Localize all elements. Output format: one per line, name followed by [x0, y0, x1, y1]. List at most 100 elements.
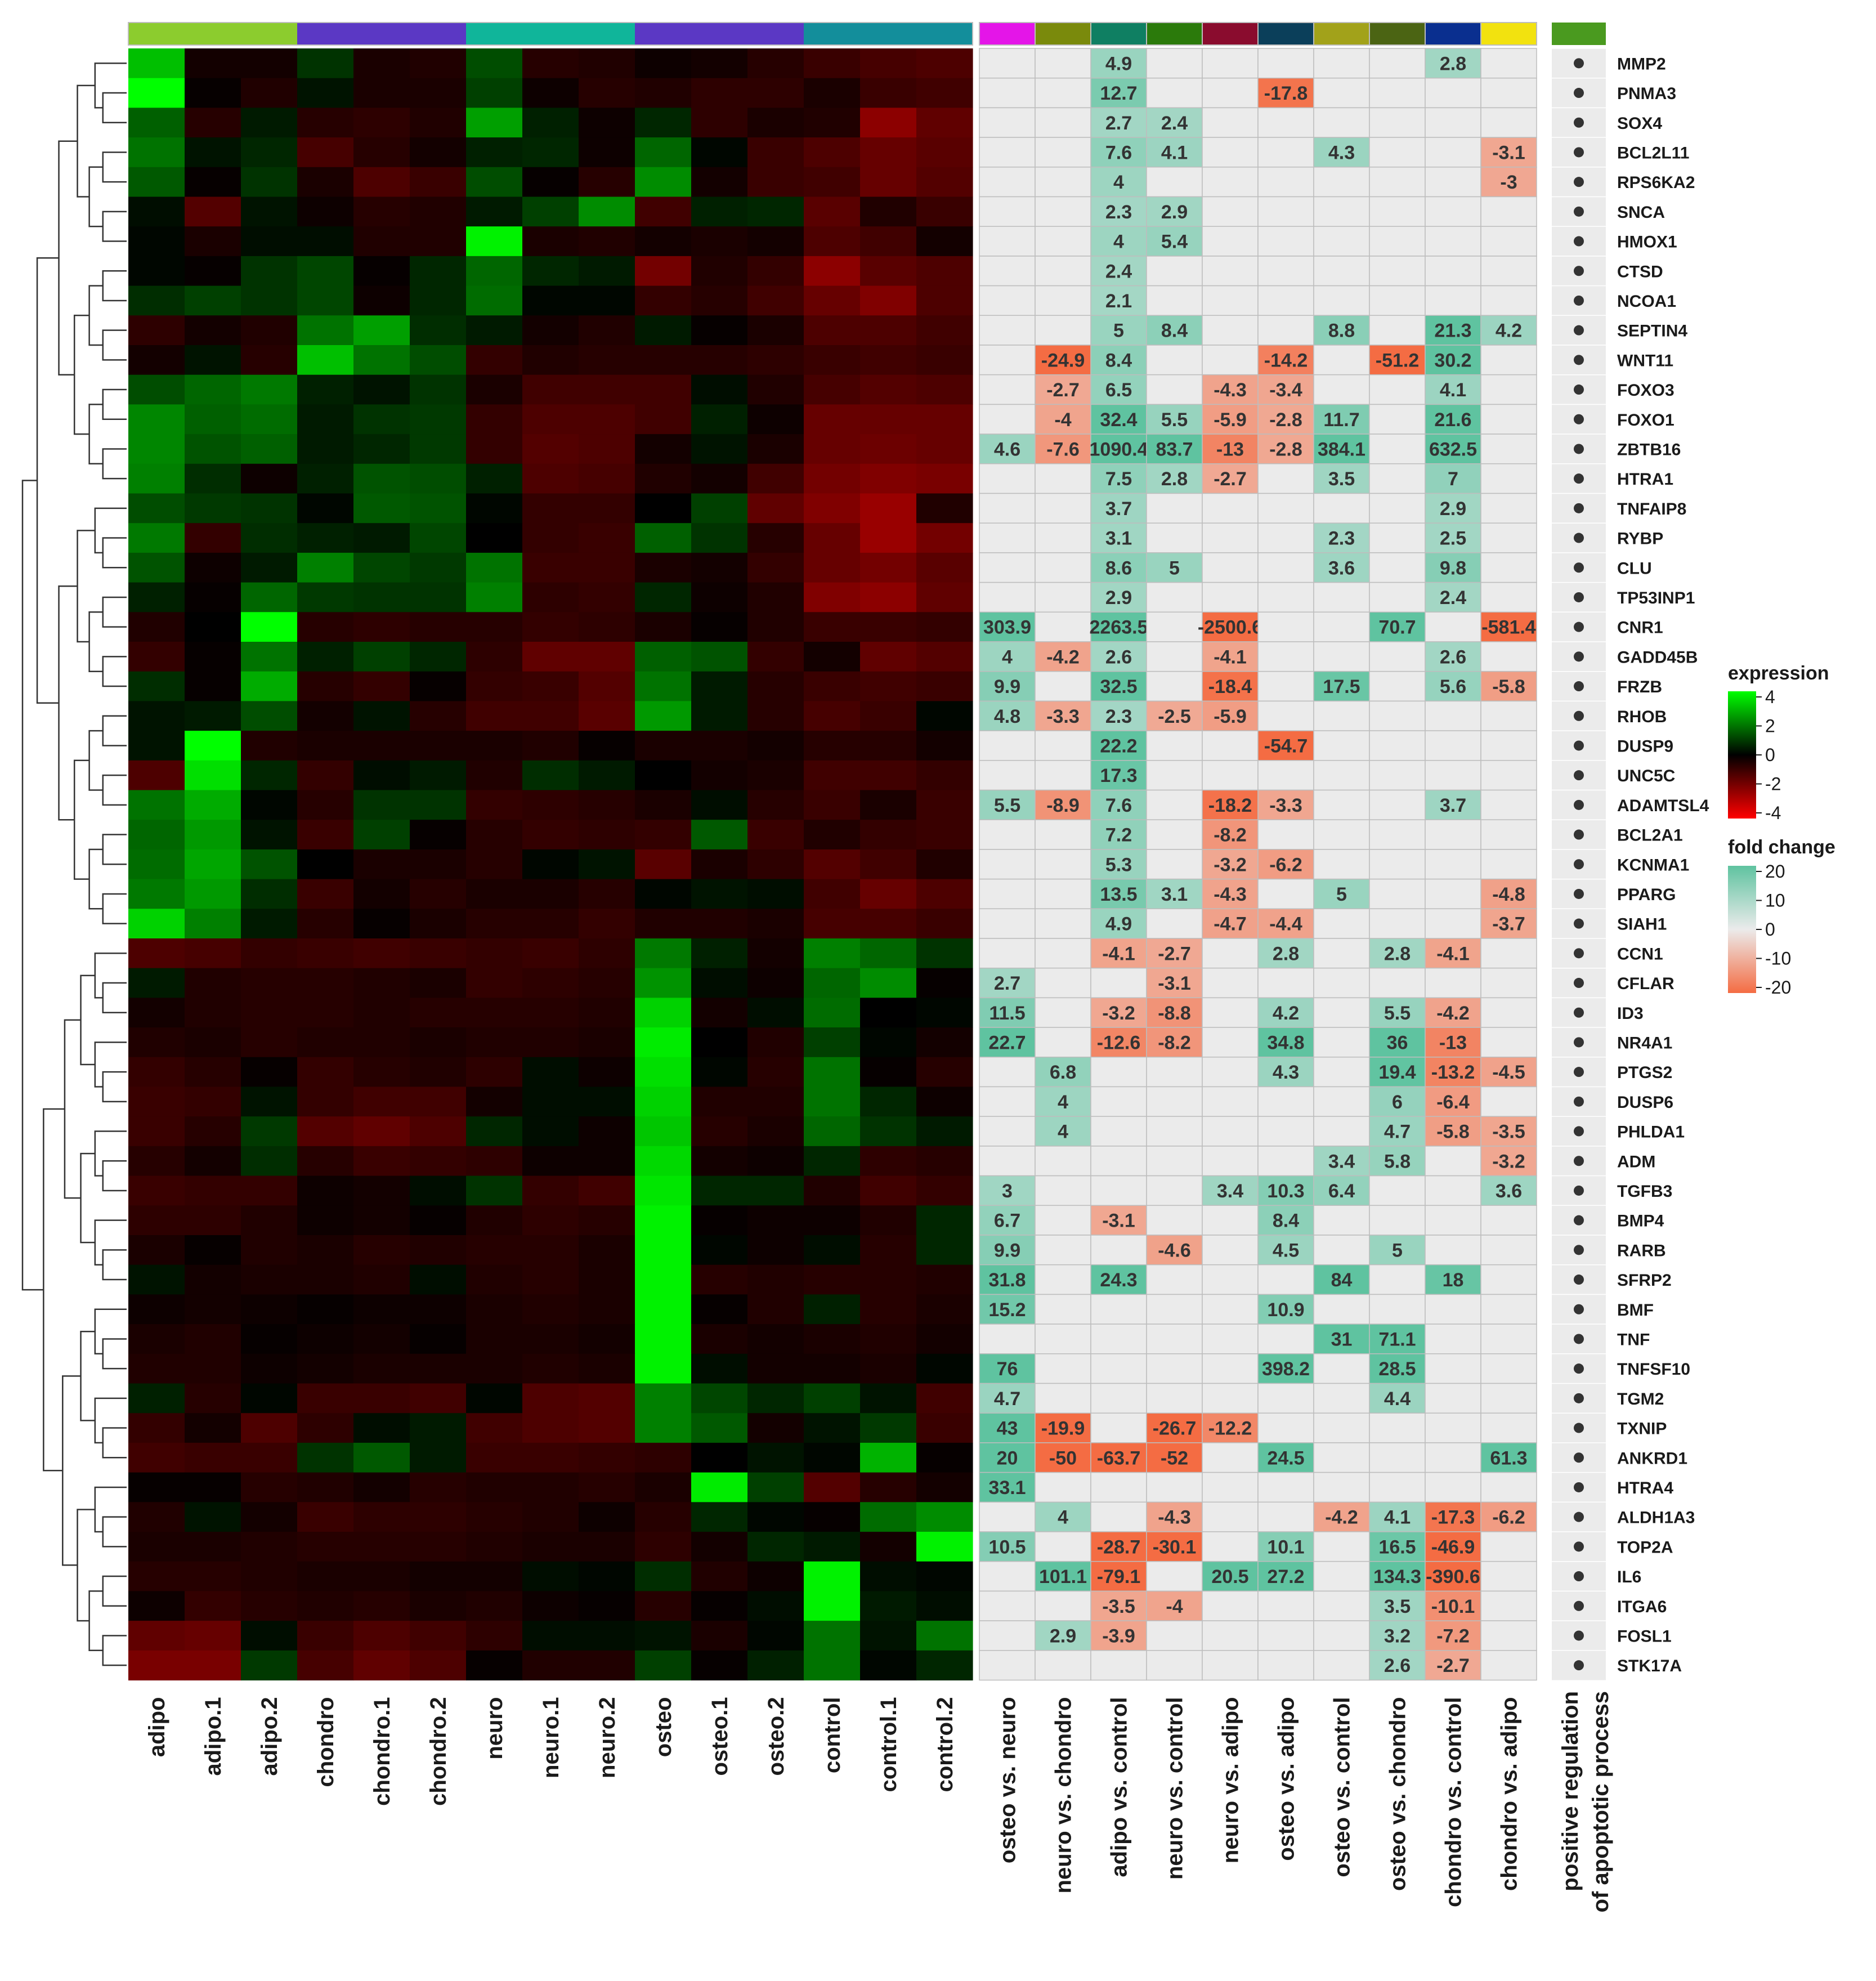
heatmap-cell — [635, 1561, 692, 1591]
gene-label: TP53INP1 — [1617, 589, 1695, 607]
heatmap-cell — [579, 1057, 635, 1088]
fold-change-cell — [1090, 167, 1147, 198]
fold-change-cell — [1146, 1294, 1203, 1325]
heatmap-cell — [466, 612, 523, 642]
fold-change-cell — [979, 1057, 1036, 1088]
fold-change-cell — [1425, 997, 1481, 1028]
fold-change-cell — [979, 167, 1036, 198]
heatmap-cell — [410, 1502, 467, 1532]
heatmap-cell — [185, 642, 241, 672]
fold-change-label: 27.2 — [1267, 1566, 1304, 1588]
fold-change-cell — [1369, 997, 1426, 1028]
fold-change-cell — [1425, 463, 1481, 494]
sample-group-cell — [522, 23, 579, 45]
heatmap-cell — [353, 1175, 410, 1206]
heatmap-cell — [804, 1086, 861, 1117]
heatmap-cell — [522, 1442, 579, 1473]
heatmap-cell — [241, 315, 298, 346]
dendrogram-branch — [88, 611, 103, 672]
dendrogram-root — [21, 480, 44, 1291]
dendrogram-branch — [102, 151, 127, 183]
heatmap-cell — [466, 404, 523, 435]
fold-change-label: 19.4 — [1378, 1062, 1416, 1083]
fold-change-cell — [1035, 226, 1091, 257]
heatmap-cell — [353, 1472, 410, 1502]
fold-change-cell — [1369, 493, 1426, 524]
fold-change-cell — [1313, 493, 1370, 524]
heatmap-cell — [410, 612, 467, 642]
fold-change-cell — [1257, 285, 1314, 316]
fold-change-cell — [1313, 345, 1370, 375]
heatmap-cell — [410, 760, 467, 791]
fold-change-cell — [1146, 849, 1203, 880]
fold-change-cell — [1202, 670, 1259, 702]
heatmap-cell — [804, 1472, 861, 1502]
heatmap-cell — [747, 463, 804, 494]
fold-change-cell — [1202, 167, 1259, 198]
go-term-dot — [1574, 888, 1584, 899]
heatmap-cell — [804, 1353, 861, 1384]
heatmap-cell — [353, 374, 410, 405]
heatmap-cell — [297, 434, 354, 464]
fold-change-cell — [1425, 908, 1481, 939]
heatmap-cell — [297, 1442, 354, 1473]
fold-change-label: 2.4 — [1105, 261, 1132, 282]
heatmap-cell — [353, 108, 410, 138]
fold-change-label: -8.2 — [1214, 825, 1247, 846]
heatmap-cell — [410, 790, 467, 820]
heatmap-cell — [522, 582, 579, 612]
heatmap-cell — [579, 196, 635, 227]
fold-change-label: 4.2 — [1496, 320, 1522, 342]
heatmap-cell — [297, 1353, 354, 1384]
heatmap-cell — [128, 167, 185, 198]
heatmap-cell — [297, 909, 354, 939]
fold-change-cell — [1369, 285, 1426, 316]
fold-change-cell — [1369, 908, 1426, 939]
heatmap-cell — [691, 404, 748, 435]
heatmap-cell — [522, 1413, 579, 1443]
fold-change-cell — [1480, 374, 1537, 405]
heatmap-cell — [860, 1057, 917, 1088]
fold-change-cell — [1035, 1531, 1091, 1562]
heatmap-cell — [747, 226, 804, 257]
fold-change-cell — [1146, 878, 1203, 910]
heatmap-cell — [804, 285, 861, 316]
fold-change-cell — [1146, 700, 1203, 731]
contrast-label: adipo vs. control — [1107, 1697, 1132, 1877]
heatmap-cell — [916, 1324, 973, 1354]
go-term-bar — [1552, 23, 1606, 45]
heatmap-cell — [297, 285, 354, 316]
fold-change-label: 4.9 — [1105, 914, 1132, 935]
fold-change-cell — [979, 1472, 1036, 1503]
fold-change-cell — [1257, 670, 1314, 702]
fold-change-cell — [1313, 1501, 1370, 1532]
heatmap-cell — [297, 196, 354, 227]
fold-change-cell — [1369, 967, 1426, 999]
heatmap-cell — [860, 1591, 917, 1621]
heatmap-cell — [241, 1264, 298, 1295]
fold-change-label: 28.5 — [1378, 1358, 1416, 1380]
heatmap-cell — [353, 879, 410, 909]
heatmap-cell — [466, 1264, 523, 1295]
fold-change-cell — [1480, 700, 1537, 731]
fold-change-cell — [1313, 1590, 1370, 1621]
heatmap-cell — [241, 849, 298, 880]
heatmap-cell — [185, 671, 241, 701]
fold-change-cell — [1480, 1294, 1537, 1325]
heatmap-cell — [747, 1472, 804, 1502]
heatmap-cell — [241, 909, 298, 939]
heatmap-cell — [691, 1561, 748, 1591]
fold-change-label: 632.5 — [1429, 439, 1477, 460]
heatmap-cell — [916, 523, 973, 553]
go-term-column — [1552, 48, 1606, 1680]
heatmap-cell — [860, 1146, 917, 1177]
fold-change-cell — [1369, 1264, 1426, 1295]
go-term-dot — [1574, 918, 1584, 929]
fold-change-cell — [1090, 226, 1147, 257]
heatmap-cell — [691, 968, 748, 998]
heatmap-cell — [635, 1116, 692, 1147]
heatmap-cell — [522, 642, 579, 672]
gene-label: FOXO1 — [1617, 411, 1674, 430]
contrast-color-cell — [1257, 22, 1314, 46]
heatmap-cell — [522, 552, 579, 583]
